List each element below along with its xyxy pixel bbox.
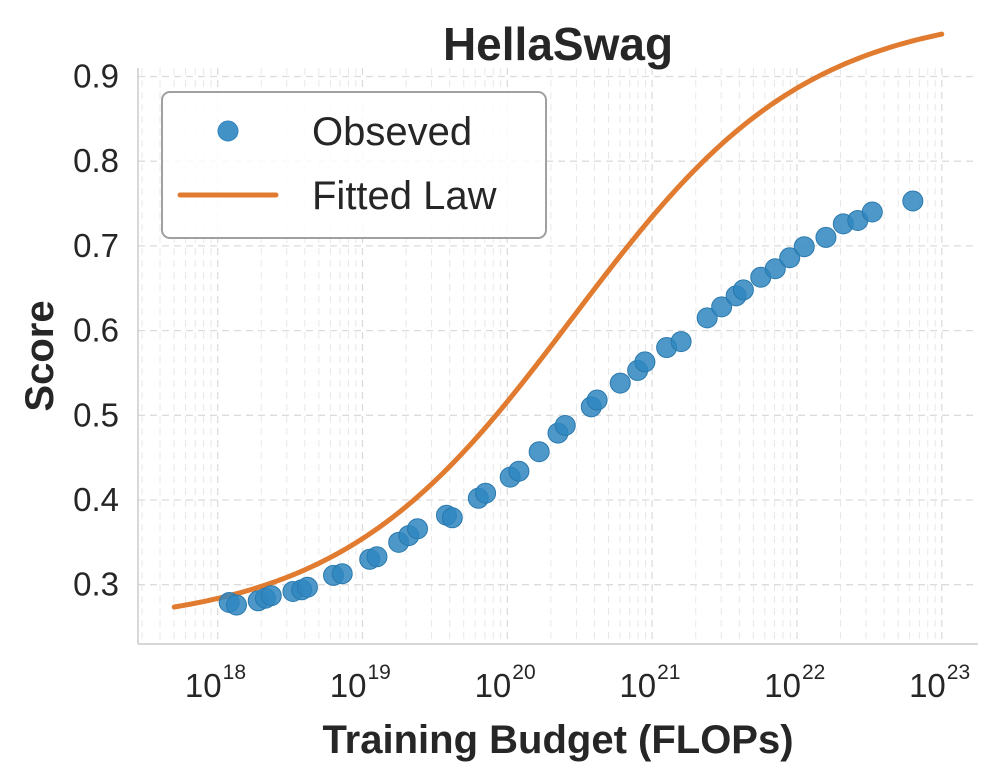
x-tick-label: 10 19 [330,661,391,704]
observed-point [475,482,497,504]
observed-point [793,236,815,258]
y-tick-label: 0.6 [73,312,119,349]
observed-point [815,226,837,248]
observed-point [634,351,656,373]
observed-point [296,576,318,598]
x-tick-base: 10 [764,667,801,704]
x-tick-exponent: 21 [657,661,680,684]
observed-point [441,507,463,529]
x-tick-labels: 10 18 10 19 10 20 10 21 10 22 10 23 [185,661,970,704]
observed-point [225,594,247,616]
y-tick-labels: 0.3 0.4 0.5 0.6 0.7 0.8 0.9 [73,57,119,602]
observed-point [902,190,924,212]
observed-point [609,372,631,394]
observed-point [331,563,353,585]
observed-point [366,546,388,568]
y-tick-label: 0.3 [73,566,119,603]
y-tick-label: 0.4 [73,481,119,518]
legend-label-fitted-law: Fitted Law [312,174,497,218]
x-tick-exponent: 22 [802,661,825,684]
fitted-law-layer [171,31,945,610]
chart-title: HellaSwag [443,18,673,70]
x-tick-base: 10 [619,667,656,704]
x-tick-exponent: 18 [223,661,246,684]
observed-point [407,518,429,540]
x-axis-label: Training Budget (FLOPs) [322,718,793,762]
observed-point [764,258,786,280]
x-tick-base: 10 [185,667,222,704]
observed-point [586,389,608,411]
observed-points-layer [218,190,924,616]
observed-point [711,296,733,318]
x-tick-exponent: 19 [367,661,390,684]
x-tick-label: 10 20 [475,661,536,704]
fitted-law-line [171,31,945,610]
legend-marker-observed [217,120,239,142]
legend-box [161,91,547,239]
legend-label-observed: Obseved [312,110,472,154]
observed-point [696,307,718,329]
observed-point [779,247,801,269]
observed-point [670,331,692,353]
y-tick-label: 0.7 [73,227,119,264]
x-tick-label: 10 18 [185,661,246,704]
observed-point [861,201,883,223]
observed-point [508,460,530,482]
x-tick-base: 10 [909,667,946,704]
y-tick-label: 0.8 [73,142,119,179]
x-tick-label: 10 23 [909,661,970,704]
observed-point [732,279,754,301]
x-tick-base: 10 [475,667,512,704]
legend: Obseved Fitted Law [161,91,547,239]
y-axis-label: Score [18,300,62,411]
observed-point [528,441,550,463]
x-tick-label: 10 22 [764,661,825,704]
x-tick-label: 10 21 [619,661,680,704]
observed-point [554,414,576,436]
x-tick-exponent: 20 [512,661,535,684]
y-tick-label: 0.9 [73,57,119,94]
x-tick-exponent: 23 [947,661,970,684]
x-tick-base: 10 [330,667,367,704]
observed-point [260,585,282,607]
y-tick-label: 0.5 [73,396,119,433]
